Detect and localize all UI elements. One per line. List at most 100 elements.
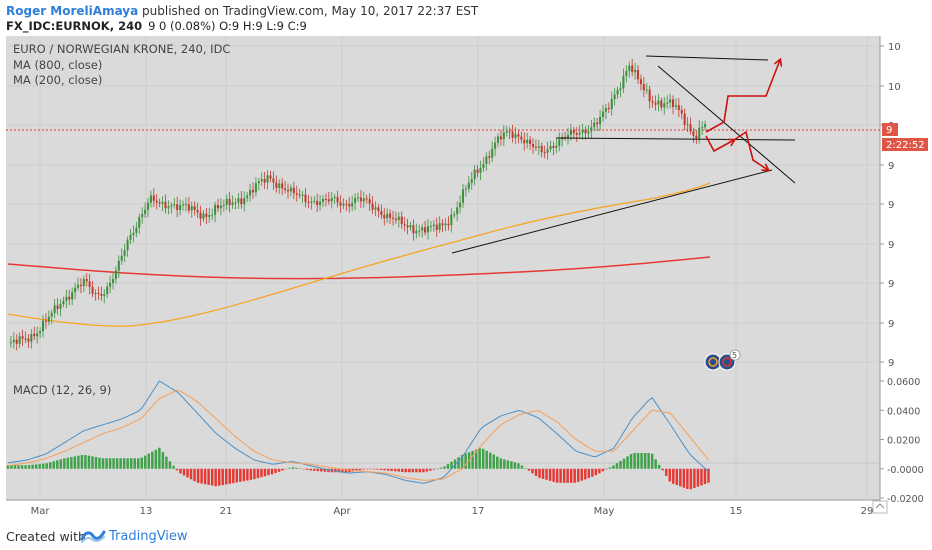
candle[interactable] — [146, 202, 150, 210]
candle[interactable] — [622, 75, 625, 89]
candle[interactable] — [36, 333, 39, 337]
candle[interactable] — [391, 217, 395, 219]
candle[interactable] — [502, 132, 505, 140]
events-badge[interactable]: 5 — [704, 349, 741, 371]
candle[interactable] — [193, 206, 196, 210]
candle[interactable] — [499, 136, 502, 140]
candle[interactable] — [429, 226, 432, 228]
candle[interactable] — [348, 203, 351, 207]
candle[interactable] — [111, 279, 115, 283]
candle[interactable] — [415, 230, 418, 234]
candle[interactable] — [161, 201, 164, 204]
candle[interactable] — [663, 103, 666, 108]
candle[interactable] — [76, 284, 80, 288]
candle[interactable] — [120, 255, 123, 261]
candle[interactable] — [593, 122, 596, 128]
support-trendline[interactable] — [451, 169, 773, 254]
candle[interactable] — [564, 136, 567, 138]
candle[interactable] — [199, 212, 202, 219]
candle[interactable] — [604, 108, 607, 112]
candle[interactable] — [628, 65, 631, 71]
candle[interactable] — [680, 110, 683, 114]
candle[interactable] — [660, 100, 663, 108]
candle[interactable] — [170, 205, 173, 207]
candle[interactable] — [138, 217, 141, 228]
candle[interactable] — [94, 293, 97, 295]
candle[interactable] — [482, 163, 485, 168]
candle[interactable] — [601, 111, 605, 117]
candle[interactable] — [467, 182, 470, 189]
candle[interactable] — [266, 175, 269, 183]
candle[interactable] — [286, 189, 290, 192]
arrow-path-down[interactable] — [705, 135, 734, 153]
candle[interactable] — [85, 279, 88, 282]
candle[interactable] — [109, 282, 112, 287]
candle[interactable] — [394, 218, 397, 221]
candle[interactable] — [97, 293, 100, 295]
candle[interactable] — [371, 203, 374, 210]
candle[interactable] — [432, 224, 435, 227]
resistance-top-line[interactable] — [645, 55, 769, 61]
candle[interactable] — [205, 213, 208, 217]
candle[interactable] — [689, 124, 692, 132]
candle[interactable] — [368, 199, 371, 204]
ma200-legend[interactable]: MA (200, close) — [13, 73, 102, 87]
candle[interactable] — [531, 143, 535, 147]
candle[interactable] — [126, 239, 129, 251]
candle[interactable] — [181, 204, 185, 206]
candle[interactable] — [176, 204, 179, 211]
candle[interactable] — [129, 234, 132, 240]
candle[interactable] — [517, 134, 520, 137]
candle[interactable] — [155, 200, 158, 203]
candle[interactable] — [356, 197, 360, 199]
candle[interactable] — [648, 89, 651, 102]
candle[interactable] — [695, 135, 698, 139]
candle[interactable] — [158, 202, 161, 204]
candle[interactable] — [616, 89, 619, 95]
candle[interactable] — [657, 100, 660, 105]
candle[interactable] — [400, 216, 403, 225]
candle[interactable] — [631, 65, 634, 73]
candle[interactable] — [196, 209, 199, 213]
candle[interactable] — [421, 227, 424, 231]
candle[interactable] — [187, 204, 190, 211]
candle[interactable] — [15, 339, 18, 344]
candle[interactable] — [251, 189, 255, 193]
candle[interactable] — [642, 84, 645, 91]
candle[interactable] — [33, 333, 36, 337]
candle[interactable] — [526, 139, 529, 144]
candle[interactable] — [307, 202, 310, 204]
candle[interactable] — [59, 304, 62, 309]
candle[interactable] — [281, 183, 284, 189]
candle[interactable] — [362, 198, 365, 202]
candle[interactable] — [412, 225, 415, 234]
candle[interactable] — [383, 214, 386, 219]
candle[interactable] — [44, 320, 47, 322]
candle[interactable] — [473, 169, 476, 180]
candle[interactable] — [21, 336, 24, 339]
candle[interactable] — [508, 131, 511, 133]
candle[interactable] — [418, 230, 421, 232]
ma800-legend[interactable]: MA (800, close) — [13, 58, 102, 72]
candle[interactable] — [470, 179, 473, 183]
candle[interactable] — [351, 202, 354, 207]
candle[interactable] — [319, 201, 322, 205]
candle[interactable] — [558, 139, 561, 146]
candle[interactable] — [278, 183, 281, 188]
candle[interactable] — [246, 195, 249, 199]
candle[interactable] — [426, 226, 430, 233]
candle[interactable] — [380, 211, 383, 215]
axis-settings-button[interactable] — [872, 500, 888, 514]
candle[interactable] — [65, 296, 68, 301]
signal-line[interactable] — [7, 389, 709, 481]
candle[interactable] — [336, 197, 339, 203]
candle[interactable] — [12, 339, 15, 343]
descending-trendline[interactable] — [657, 65, 796, 184]
candle[interactable] — [24, 338, 27, 340]
candle[interactable] — [56, 305, 59, 309]
candle[interactable] — [479, 167, 482, 173]
candle[interactable] — [27, 338, 30, 342]
candle[interactable] — [444, 223, 447, 226]
candle[interactable] — [272, 178, 275, 183]
candle[interactable] — [552, 145, 555, 148]
